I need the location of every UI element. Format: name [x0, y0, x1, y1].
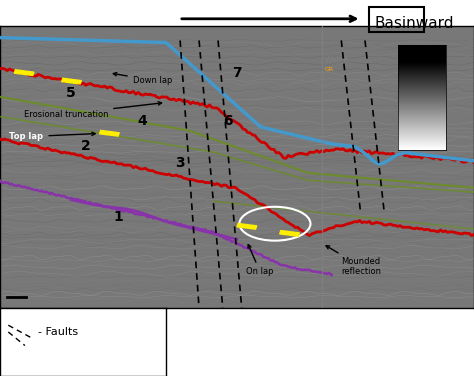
Text: 5: 5	[66, 86, 76, 100]
Text: 7: 7	[232, 66, 242, 80]
Bar	[100, 130, 119, 136]
Text: Erosional truncation: Erosional truncation	[24, 102, 162, 118]
Text: Top lap: Top lap	[9, 132, 95, 141]
Text: - Faults: - Faults	[38, 327, 78, 337]
Text: 1: 1	[114, 210, 123, 224]
Text: 2: 2	[81, 139, 90, 153]
Text: Well A: Well A	[325, 56, 348, 65]
Text: GR: GR	[325, 67, 334, 73]
Text: Down lap: Down lap	[113, 73, 172, 85]
Text: On lap: On lap	[246, 245, 274, 276]
Text: 6: 6	[223, 114, 232, 128]
Bar	[14, 70, 34, 76]
Bar	[62, 78, 82, 84]
Bar	[369, 7, 424, 32]
Bar	[237, 223, 257, 229]
Text: Mounded
reflection: Mounded reflection	[326, 246, 381, 276]
Bar	[280, 230, 300, 236]
Text: Basinward: Basinward	[374, 16, 454, 31]
Text: 4: 4	[137, 114, 147, 128]
Text: 3: 3	[175, 156, 185, 170]
